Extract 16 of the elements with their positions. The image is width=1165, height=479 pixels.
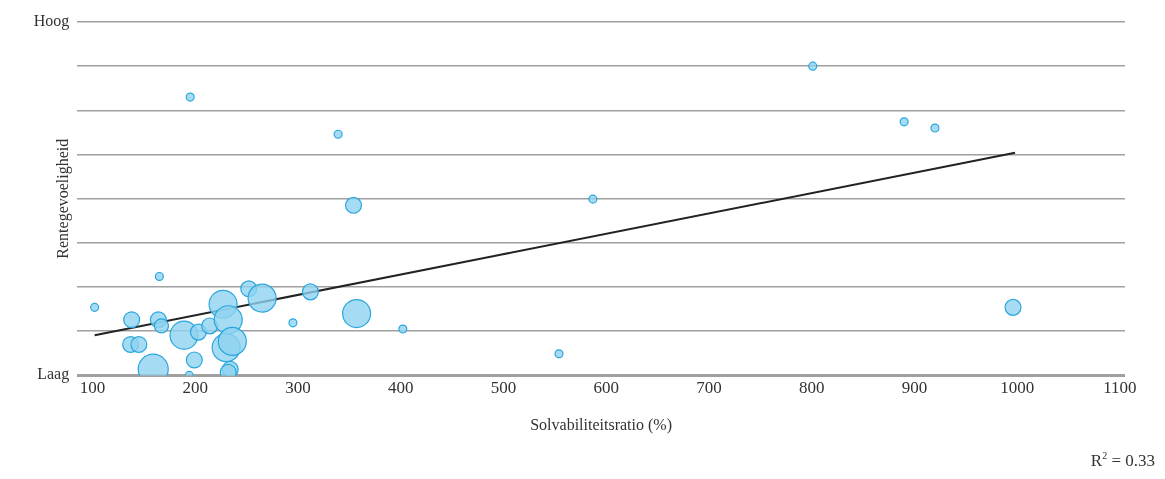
- text: Hoog: [33, 12, 70, 30]
- x-tick-label: 500: [490, 378, 517, 398]
- x-tick-label: 600: [593, 378, 619, 398]
- x-tick-label: 1100: [1103, 378, 1137, 398]
- x-tick-label: 1000: [1000, 378, 1035, 398]
- text: R$^{2}$ = 0.33: [1090, 450, 1155, 471]
- x-axis-title: Solvabiliteitsratio (%): [530, 415, 672, 434]
- y-axis-title: Rentegevoeligheid: [53, 138, 72, 259]
- x-tick-label: 900: [901, 378, 928, 398]
- x-tick-label: 300: [285, 378, 311, 398]
- x-tick-label: 700: [696, 378, 722, 398]
- x-tick-label: 400: [388, 378, 414, 398]
- x-tick-label: 100: [79, 378, 106, 398]
- x-tick-label: 800: [798, 378, 825, 398]
- x-tick-label: 200: [182, 378, 209, 398]
- text: Laag: [37, 365, 70, 384]
